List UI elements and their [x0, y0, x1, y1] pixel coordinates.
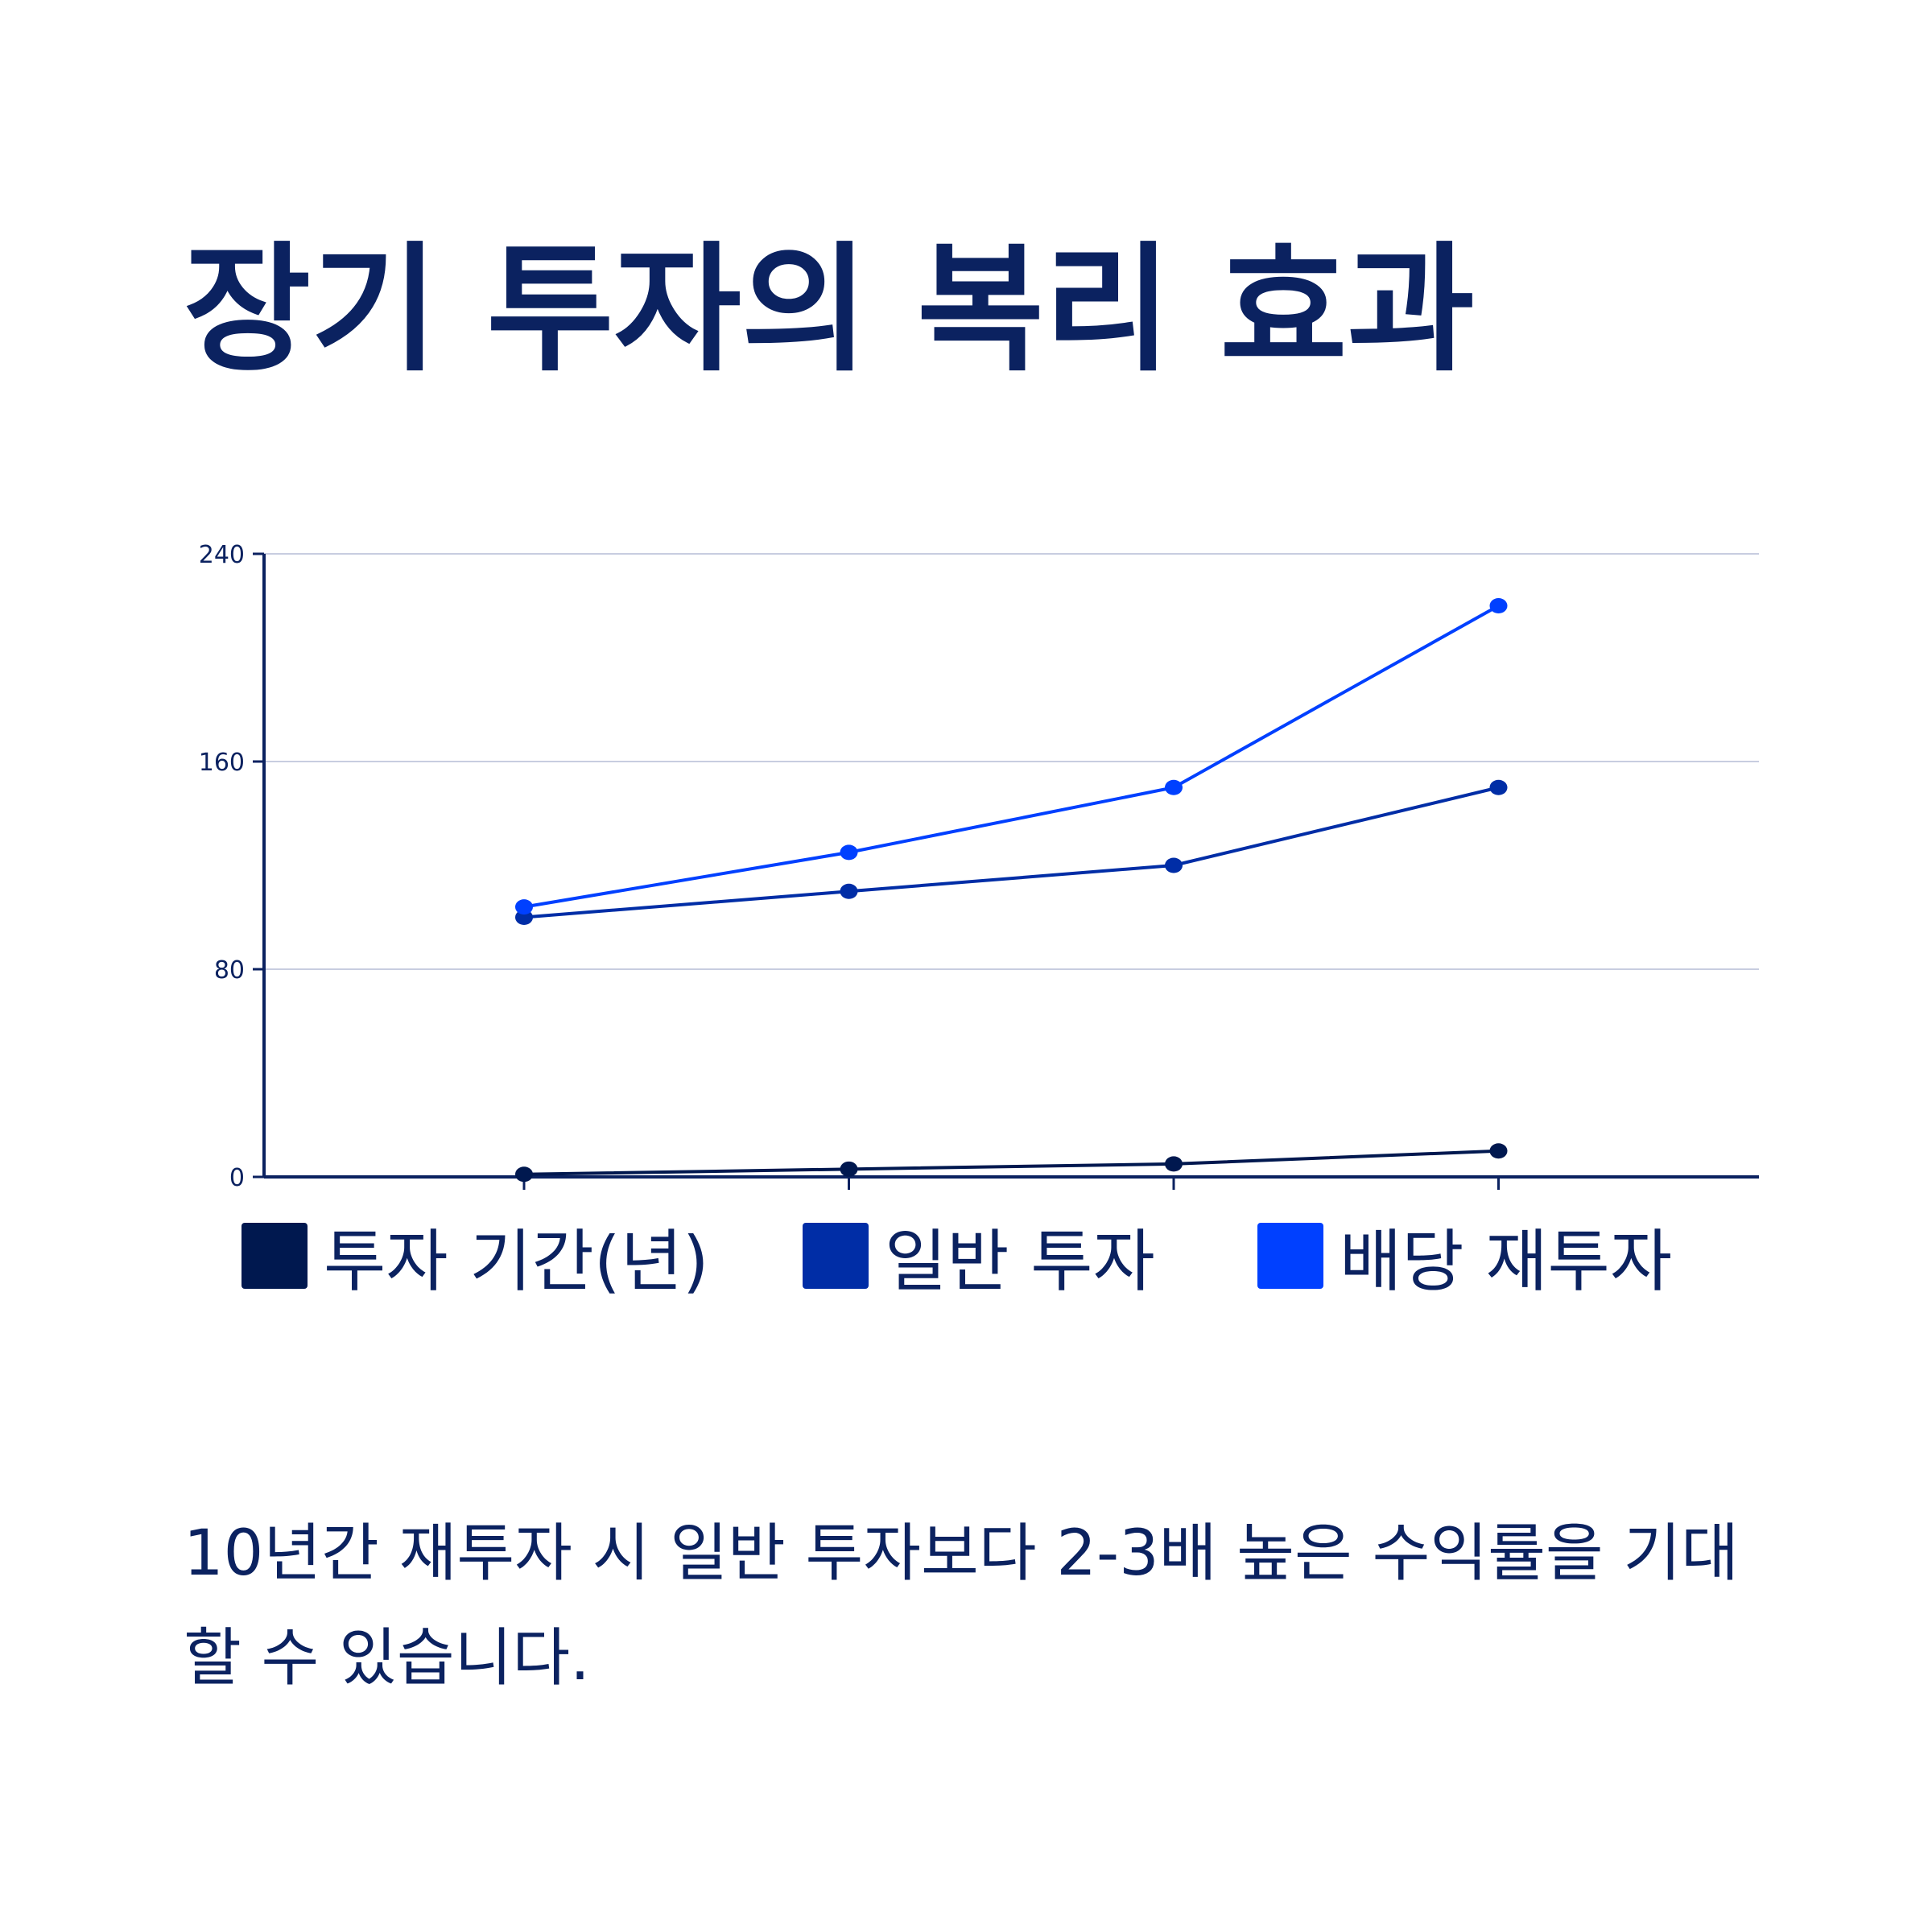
y-tick-label: 160: [199, 749, 245, 777]
legend-swatch: [803, 1223, 869, 1289]
data-point-series-3: [1489, 598, 1508, 613]
legend-label: 배당 재투자: [1340, 1221, 1673, 1301]
series-lines: [523, 604, 1500, 1176]
data-points: [515, 598, 1508, 1183]
data-point-series-2: [840, 883, 858, 899]
y-axis: 0 80 160 240: [199, 541, 266, 1192]
series-line-2: [523, 786, 1499, 919]
legend-item-series-2: 일반 투자: [803, 1216, 1155, 1301]
legend-swatch: [1257, 1223, 1323, 1289]
chart-legend: 투자 기간(년) 일반 투자 배당 재투자: [242, 1216, 1771, 1301]
data-point-series-3: [840, 844, 858, 861]
legend-label: 일반 투자: [885, 1221, 1155, 1301]
legend-label: 투자 기간(년): [324, 1221, 709, 1301]
series-line-3: [523, 604, 1500, 909]
y-tick-label: 0: [229, 1164, 245, 1192]
data-point-series-3: [515, 899, 533, 915]
y-tick-label: 80: [214, 956, 245, 985]
page-title: 장기 투자의 복리 효과: [184, 229, 1475, 390]
x-axis: [264, 1175, 1759, 1190]
data-point-series-1: [515, 1166, 533, 1183]
data-point-series-2: [1489, 779, 1508, 795]
legend-item-series-1: 투자 기간(년): [242, 1216, 709, 1301]
series-line-1: [523, 1149, 1499, 1176]
data-point-series-1: [1489, 1143, 1508, 1159]
data-point-series-1: [1165, 1156, 1183, 1172]
gridlines: [264, 553, 1759, 970]
data-point-series-3: [1165, 779, 1183, 795]
legend-item-series-3: 배당 재투자: [1257, 1216, 1672, 1301]
footnote-text: 10년간 재투자 시 일반 투자보다 2-3배 높은 수익률을 기대할 수 있습…: [184, 1517, 1739, 1695]
y-tick-label: 240: [199, 541, 245, 569]
legend-swatch: [242, 1223, 308, 1289]
line-chart: 0 80 160 240: [199, 541, 1759, 1192]
data-point-series-2: [1165, 857, 1183, 873]
data-point-series-1: [840, 1161, 858, 1177]
